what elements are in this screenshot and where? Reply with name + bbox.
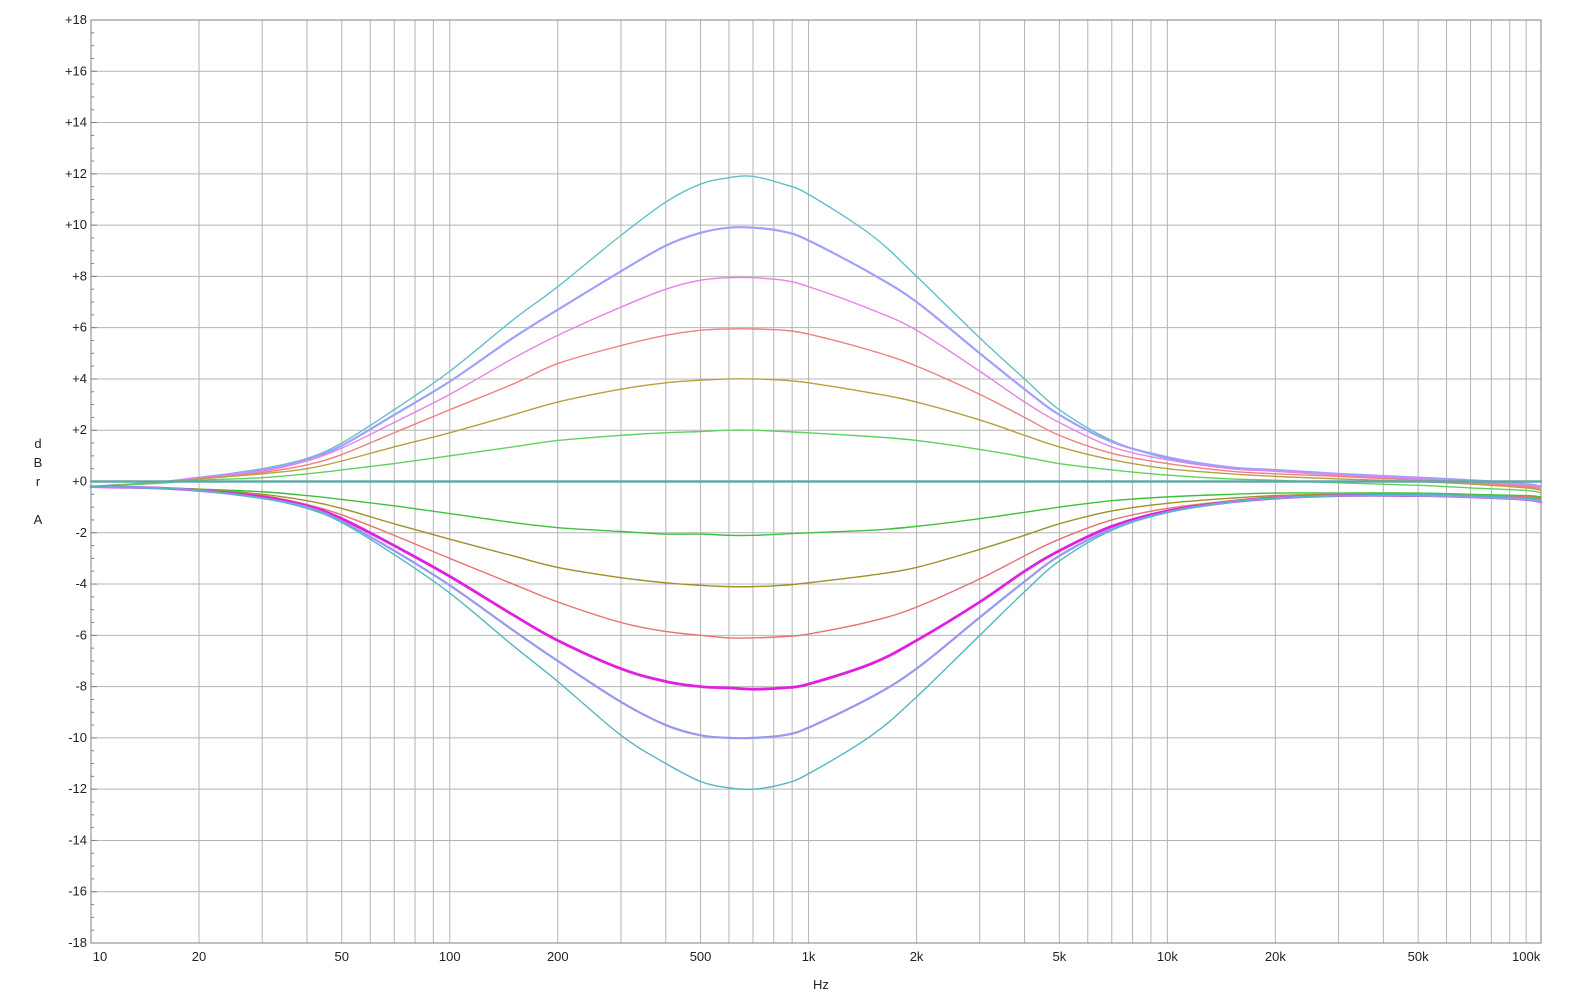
- x-tick-label: 20: [192, 949, 206, 964]
- x-tick-label: 100: [439, 949, 461, 964]
- y-tick-label: -16: [68, 884, 87, 899]
- series-line-2: [89, 226, 1543, 488]
- series-layer: [89, 175, 1543, 791]
- x-tick-label: 1k: [802, 949, 816, 964]
- series-line-13: [90, 485, 1542, 791]
- y-axis-label-letter: A: [34, 512, 43, 527]
- x-tick-label: 20k: [1265, 949, 1286, 964]
- series-line-12: [89, 485, 1543, 740]
- x-tick-label: 10: [93, 949, 107, 964]
- x-tick-label: 5k: [1052, 949, 1066, 964]
- y-tick-label: -6: [75, 627, 87, 642]
- series-line-8: [90, 485, 1542, 537]
- y-tick-label: +4: [72, 371, 87, 386]
- x-tick-label: 10k: [1157, 949, 1178, 964]
- y-tick-label: -4: [75, 576, 87, 591]
- y-axis-label: dBr A: [34, 436, 43, 527]
- y-tick-label: +12: [65, 166, 87, 181]
- y-tick-label: +14: [65, 115, 87, 130]
- y-tick-label: +0: [72, 474, 87, 489]
- y-axis-label-letter: B: [34, 455, 43, 470]
- y-axis-label-letter: r: [36, 474, 41, 489]
- y-tick-label: -8: [75, 679, 87, 694]
- y-tick-label: +18: [65, 12, 87, 27]
- series-line-3: [90, 276, 1542, 489]
- series-line-1: [90, 175, 1542, 489]
- y-tick-label: -14: [68, 832, 87, 847]
- series-line-9: [90, 485, 1542, 588]
- x-tick-label: 100k: [1512, 949, 1541, 964]
- y-tick-label: -18: [68, 935, 87, 950]
- y-tick-label: +8: [72, 268, 87, 283]
- x-tick-label: 50: [335, 949, 349, 964]
- series-line-5: [90, 378, 1542, 492]
- y-tick-label: +10: [65, 217, 87, 232]
- series-line-11: [89, 485, 1543, 691]
- x-tick-label: 200: [547, 949, 569, 964]
- x-tick-label: 50k: [1408, 949, 1429, 964]
- series-line-4: [90, 328, 1542, 490]
- y-tick-label: +6: [72, 320, 87, 335]
- y-tick-label: +2: [72, 422, 87, 437]
- y-axis-label-letter: d: [34, 436, 41, 451]
- y-tick-label: +16: [65, 63, 87, 78]
- x-axis-ticks: 10 20 50 100 200 500 1k 2k 5k 10k 20k 50k 100k: [93, 949, 1541, 964]
- y-axis-ticks: +18 +16 +14 +12 +10 +8 +6 +4 +2 +0 -2 -4 -6 -8 -10 -12 -…: [65, 12, 87, 950]
- x-axis-label: Hz: [813, 977, 829, 992]
- series-line-6: [90, 429, 1542, 494]
- y-tick-label: -2: [75, 525, 87, 540]
- y-tick-label: -10: [68, 730, 87, 745]
- y-tick-label: -12: [68, 781, 87, 796]
- x-tick-label: 2k: [910, 949, 924, 964]
- x-tick-label: 500: [690, 949, 712, 964]
